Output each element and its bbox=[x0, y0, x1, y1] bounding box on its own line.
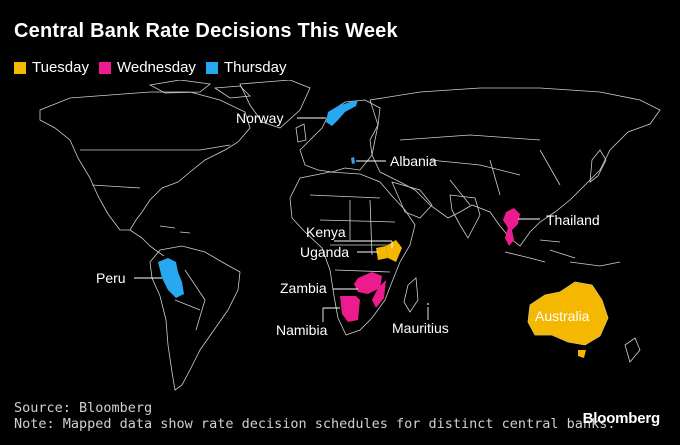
australia-shape bbox=[528, 282, 608, 345]
mozambique-shape bbox=[372, 280, 386, 308]
indonesia-outline bbox=[504, 239, 621, 267]
kenya-shape bbox=[386, 240, 402, 262]
country-labels: Norway Albania Thailand Kenya Uganda Per… bbox=[96, 110, 600, 338]
south-america-outline bbox=[149, 245, 241, 391]
label-peru: Peru bbox=[96, 270, 126, 286]
namibia-shape bbox=[340, 296, 360, 322]
south-america-borders bbox=[174, 269, 206, 331]
arctic-islands-outline bbox=[148, 80, 251, 99]
new-zealand-outline bbox=[624, 337, 641, 363]
asia-outline bbox=[369, 87, 661, 247]
peru-shape bbox=[158, 258, 184, 298]
land-outlines bbox=[39, 80, 661, 391]
label-uganda: Uganda bbox=[300, 244, 349, 260]
uganda-shape bbox=[376, 246, 388, 260]
bloomberg-logo: Bloomberg bbox=[582, 410, 661, 427]
mauritius-shape bbox=[427, 303, 429, 305]
legend-item-wednesday: Wednesday bbox=[98, 59, 196, 76]
us-mexico-border bbox=[91, 184, 141, 189]
asia-borders bbox=[399, 134, 561, 206]
india-outline bbox=[449, 194, 481, 239]
north-america-outline bbox=[39, 91, 251, 231]
norway-shape bbox=[326, 100, 358, 126]
legend-label-tuesday: Tuesday bbox=[32, 59, 89, 76]
label-kenya: Kenya bbox=[306, 224, 346, 240]
thailand-shape bbox=[503, 208, 520, 246]
greenland-outline bbox=[239, 80, 311, 129]
world-map: Norway Albania Thailand Kenya Uganda Per… bbox=[39, 80, 661, 391]
africa-borders bbox=[309, 194, 400, 273]
legend-label-wednesday: Wednesday bbox=[116, 59, 196, 76]
legend-swatch-wednesday bbox=[98, 61, 111, 74]
legend-swatch-tuesday bbox=[14, 61, 26, 74]
label-namibia: Namibia bbox=[276, 322, 328, 338]
legend-item-thursday: Thursday bbox=[205, 59, 287, 76]
source-text: Source: Bloomberg bbox=[14, 400, 153, 416]
label-australia: Australia bbox=[535, 308, 590, 324]
uk-outline bbox=[295, 123, 307, 143]
africa-outline bbox=[289, 171, 416, 336]
legend-swatch-thursday bbox=[205, 61, 218, 74]
label-norway: Norway bbox=[236, 110, 283, 126]
madagascar-outline bbox=[403, 277, 419, 313]
label-mauritius: Mauritius bbox=[392, 320, 449, 336]
zambia-shape bbox=[354, 272, 382, 294]
albania-shape bbox=[351, 157, 355, 164]
canada-border bbox=[80, 144, 231, 151]
tasmania-shape bbox=[578, 350, 586, 358]
legend-label-thursday: Thursday bbox=[223, 59, 287, 76]
caribbean-islands bbox=[159, 225, 191, 234]
note-text: Note: Mapped data show rate decision sch… bbox=[14, 416, 616, 432]
central-america-outline bbox=[129, 229, 165, 257]
label-albania: Albania bbox=[390, 153, 437, 169]
japan-outline bbox=[589, 149, 607, 183]
legend-item-tuesday: Tuesday bbox=[14, 59, 89, 76]
label-zambia: Zambia bbox=[280, 280, 327, 296]
legend: Tuesday Wednesday Thursday bbox=[14, 59, 296, 76]
europe-outline bbox=[299, 99, 381, 173]
label-thailand: Thailand bbox=[546, 212, 600, 228]
chart-title: Central Bank Rate Decisions This Week bbox=[14, 20, 398, 42]
arabia-outline bbox=[391, 181, 433, 219]
leader-lines bbox=[134, 117, 540, 322]
highlighted-countries bbox=[158, 100, 608, 358]
